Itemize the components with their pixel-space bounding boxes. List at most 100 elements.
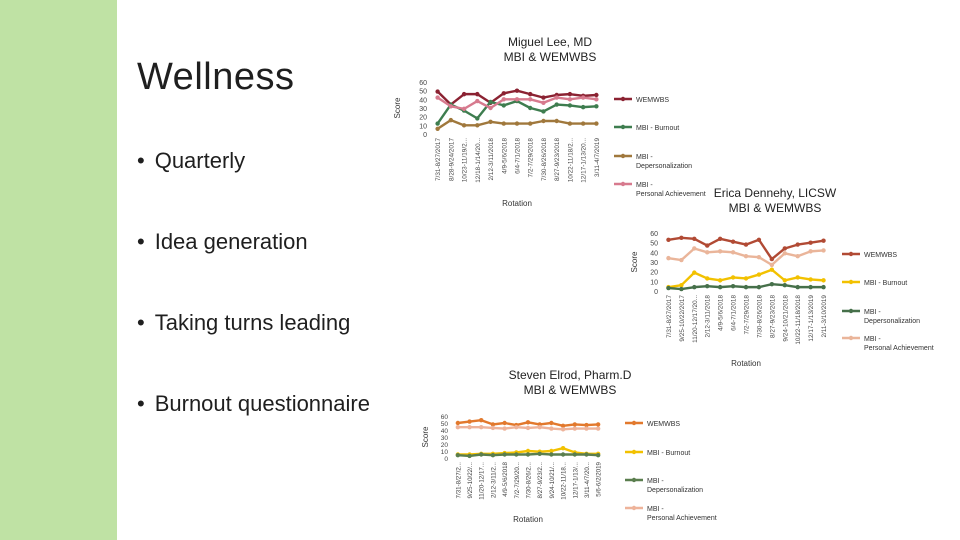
chart3-legend-label: WEMWBS — [647, 421, 680, 428]
chart2-data-point — [782, 278, 787, 283]
chart2-data-point — [821, 248, 826, 253]
chart3-data-point — [560, 423, 566, 428]
chart3-data-point — [514, 425, 519, 430]
chart3-data-point — [514, 452, 519, 457]
chart1-data-point — [541, 109, 546, 114]
chart1-data-point — [554, 102, 559, 107]
chart1-data-point — [554, 95, 559, 100]
chart2-ylabel: Score — [630, 251, 639, 272]
chart2-data-point — [717, 278, 723, 283]
chart3-data-point — [490, 453, 496, 458]
chart1-data-point — [567, 97, 573, 102]
chart3-ytick-label: 10 — [441, 449, 449, 456]
chart2-legend-label: MBI - — [864, 309, 881, 316]
chart1-data-point — [594, 104, 599, 109]
chart1-data-point — [501, 103, 506, 108]
chart3-data-point — [584, 452, 589, 457]
chart1-ytick-label: 10 — [419, 123, 427, 130]
chart3-data-point — [560, 452, 566, 457]
bullet-text: Taking turns leading — [154, 310, 351, 335]
chart1-xtick-label: 7/31-8/27/2017 — [435, 138, 442, 181]
chart3-data-point — [479, 452, 484, 457]
chart2-data-point — [795, 284, 800, 290]
chart2-legend-marker — [848, 279, 854, 285]
chart3-ytick-label: 50 — [441, 421, 449, 428]
chart3-data-point — [560, 446, 566, 451]
chart3-data-point — [502, 420, 507, 426]
chart3-legend-label: MBI - — [647, 506, 664, 513]
chart2-data-point — [808, 284, 813, 290]
chart2-legend-label: MBI - — [864, 336, 881, 343]
chart2-data-point — [821, 284, 826, 290]
chart2-ytick-label: 10 — [650, 279, 658, 286]
chart2-data-point — [756, 284, 762, 290]
chart2-legend-label: WEMWBS — [864, 252, 897, 259]
chart1-data-point — [461, 123, 467, 128]
chart3-data-point — [467, 453, 472, 459]
chart2-data-point — [730, 275, 736, 280]
chart2-legend-label: Personal Achievement — [864, 345, 934, 352]
chart3-data-point — [525, 425, 531, 431]
chart1-legend-label: WEMWBS — [636, 97, 669, 104]
chart1-title: Miguel Lee, MD MBI & WEMWBS — [470, 35, 630, 65]
chart3-xtick-label: 7/2-7/29/20... — [514, 462, 521, 499]
chart1-xtick-label: 8/28-9/24/2017 — [448, 138, 455, 181]
chart1-ytick-label: 60 — [419, 80, 427, 87]
chart3-data-point — [572, 452, 577, 457]
chart1-data-point — [501, 91, 506, 96]
bullet-text: Burnout questionnaire — [154, 391, 370, 416]
chart3-legend-label: MBI - Burnout — [647, 450, 690, 457]
chart2-data-point — [692, 284, 697, 290]
chart1-xlabel: Rotation — [502, 199, 532, 208]
chart2-data-point — [730, 250, 736, 255]
chart1-data-point — [501, 121, 506, 126]
chart1-title-line2: MBI & WEMWBS — [503, 50, 597, 64]
chart3-xtick-label: 12/17-1/13/... — [572, 462, 579, 499]
chart3-legend-label: MBI - — [647, 478, 664, 485]
chart2-data-point — [692, 270, 697, 275]
chart3-legend-label: Depersonalization — [647, 487, 703, 494]
chart1-data-point — [488, 99, 493, 105]
chart2-data-point — [717, 236, 723, 241]
chart2-legend-label: Depersonalization — [864, 318, 920, 325]
bullet-taking-turns: • Taking turns leading — [137, 310, 351, 335]
chart2-data-point — [795, 254, 800, 259]
chart3-data-point — [455, 420, 461, 426]
chart2-data-point — [705, 243, 710, 248]
chart1-data-point — [541, 95, 546, 100]
chart1-data-point — [567, 103, 573, 108]
chart3-data-point — [525, 452, 531, 457]
chart1-data-point — [475, 91, 480, 97]
chart1-data-point — [435, 126, 440, 131]
chart2-data-point — [782, 246, 787, 251]
chart2-ytick-label: 30 — [650, 260, 658, 267]
chart2-data-point — [769, 267, 775, 272]
chart2-title-line1: Erica Dennehy, LICSW — [713, 186, 837, 200]
chart2-data-point — [808, 277, 813, 282]
chart2-data-point — [795, 242, 800, 247]
chart3-xtick-label: 5/6-6/2/2019 — [596, 461, 603, 496]
chart1-xtick-label: 7/30-8/26/2018 — [541, 138, 548, 181]
chart1-data-point — [528, 91, 533, 97]
chart3-data-point — [525, 448, 531, 454]
chart3-xtick-label: 3/11-4/7/20... — [584, 462, 591, 498]
chart1-data-point — [435, 121, 440, 126]
chart2-legend-marker — [848, 335, 854, 341]
chart1-ytick-label: 40 — [419, 97, 427, 104]
chart3-legend-marker — [631, 505, 637, 511]
chart1-data-point — [514, 121, 520, 126]
chart1-legend-label: Depersonalization — [636, 163, 692, 170]
chart3-xtick-label: 2/12-3/11/2... — [490, 462, 497, 498]
slide-title: Wellness — [137, 56, 295, 98]
chart3-data-point — [584, 426, 589, 431]
chart3-data-point — [549, 420, 554, 426]
chart1-xtick-label: 12/18-1/14/20... — [475, 138, 482, 183]
chart1-data-point — [528, 121, 533, 126]
chart1-data-point — [541, 118, 546, 124]
chart2-xtick-label: 12/17-1/13/2019 — [808, 295, 815, 342]
chart1-legend-label: MBI - Burnout — [636, 125, 679, 132]
bullet-quarterly: • Quarterly — [137, 148, 246, 173]
chart3-legend-label: Personal Achievement — [647, 515, 717, 522]
chart2-data-point — [782, 283, 787, 288]
chart2-ytick-label: 60 — [650, 231, 658, 238]
